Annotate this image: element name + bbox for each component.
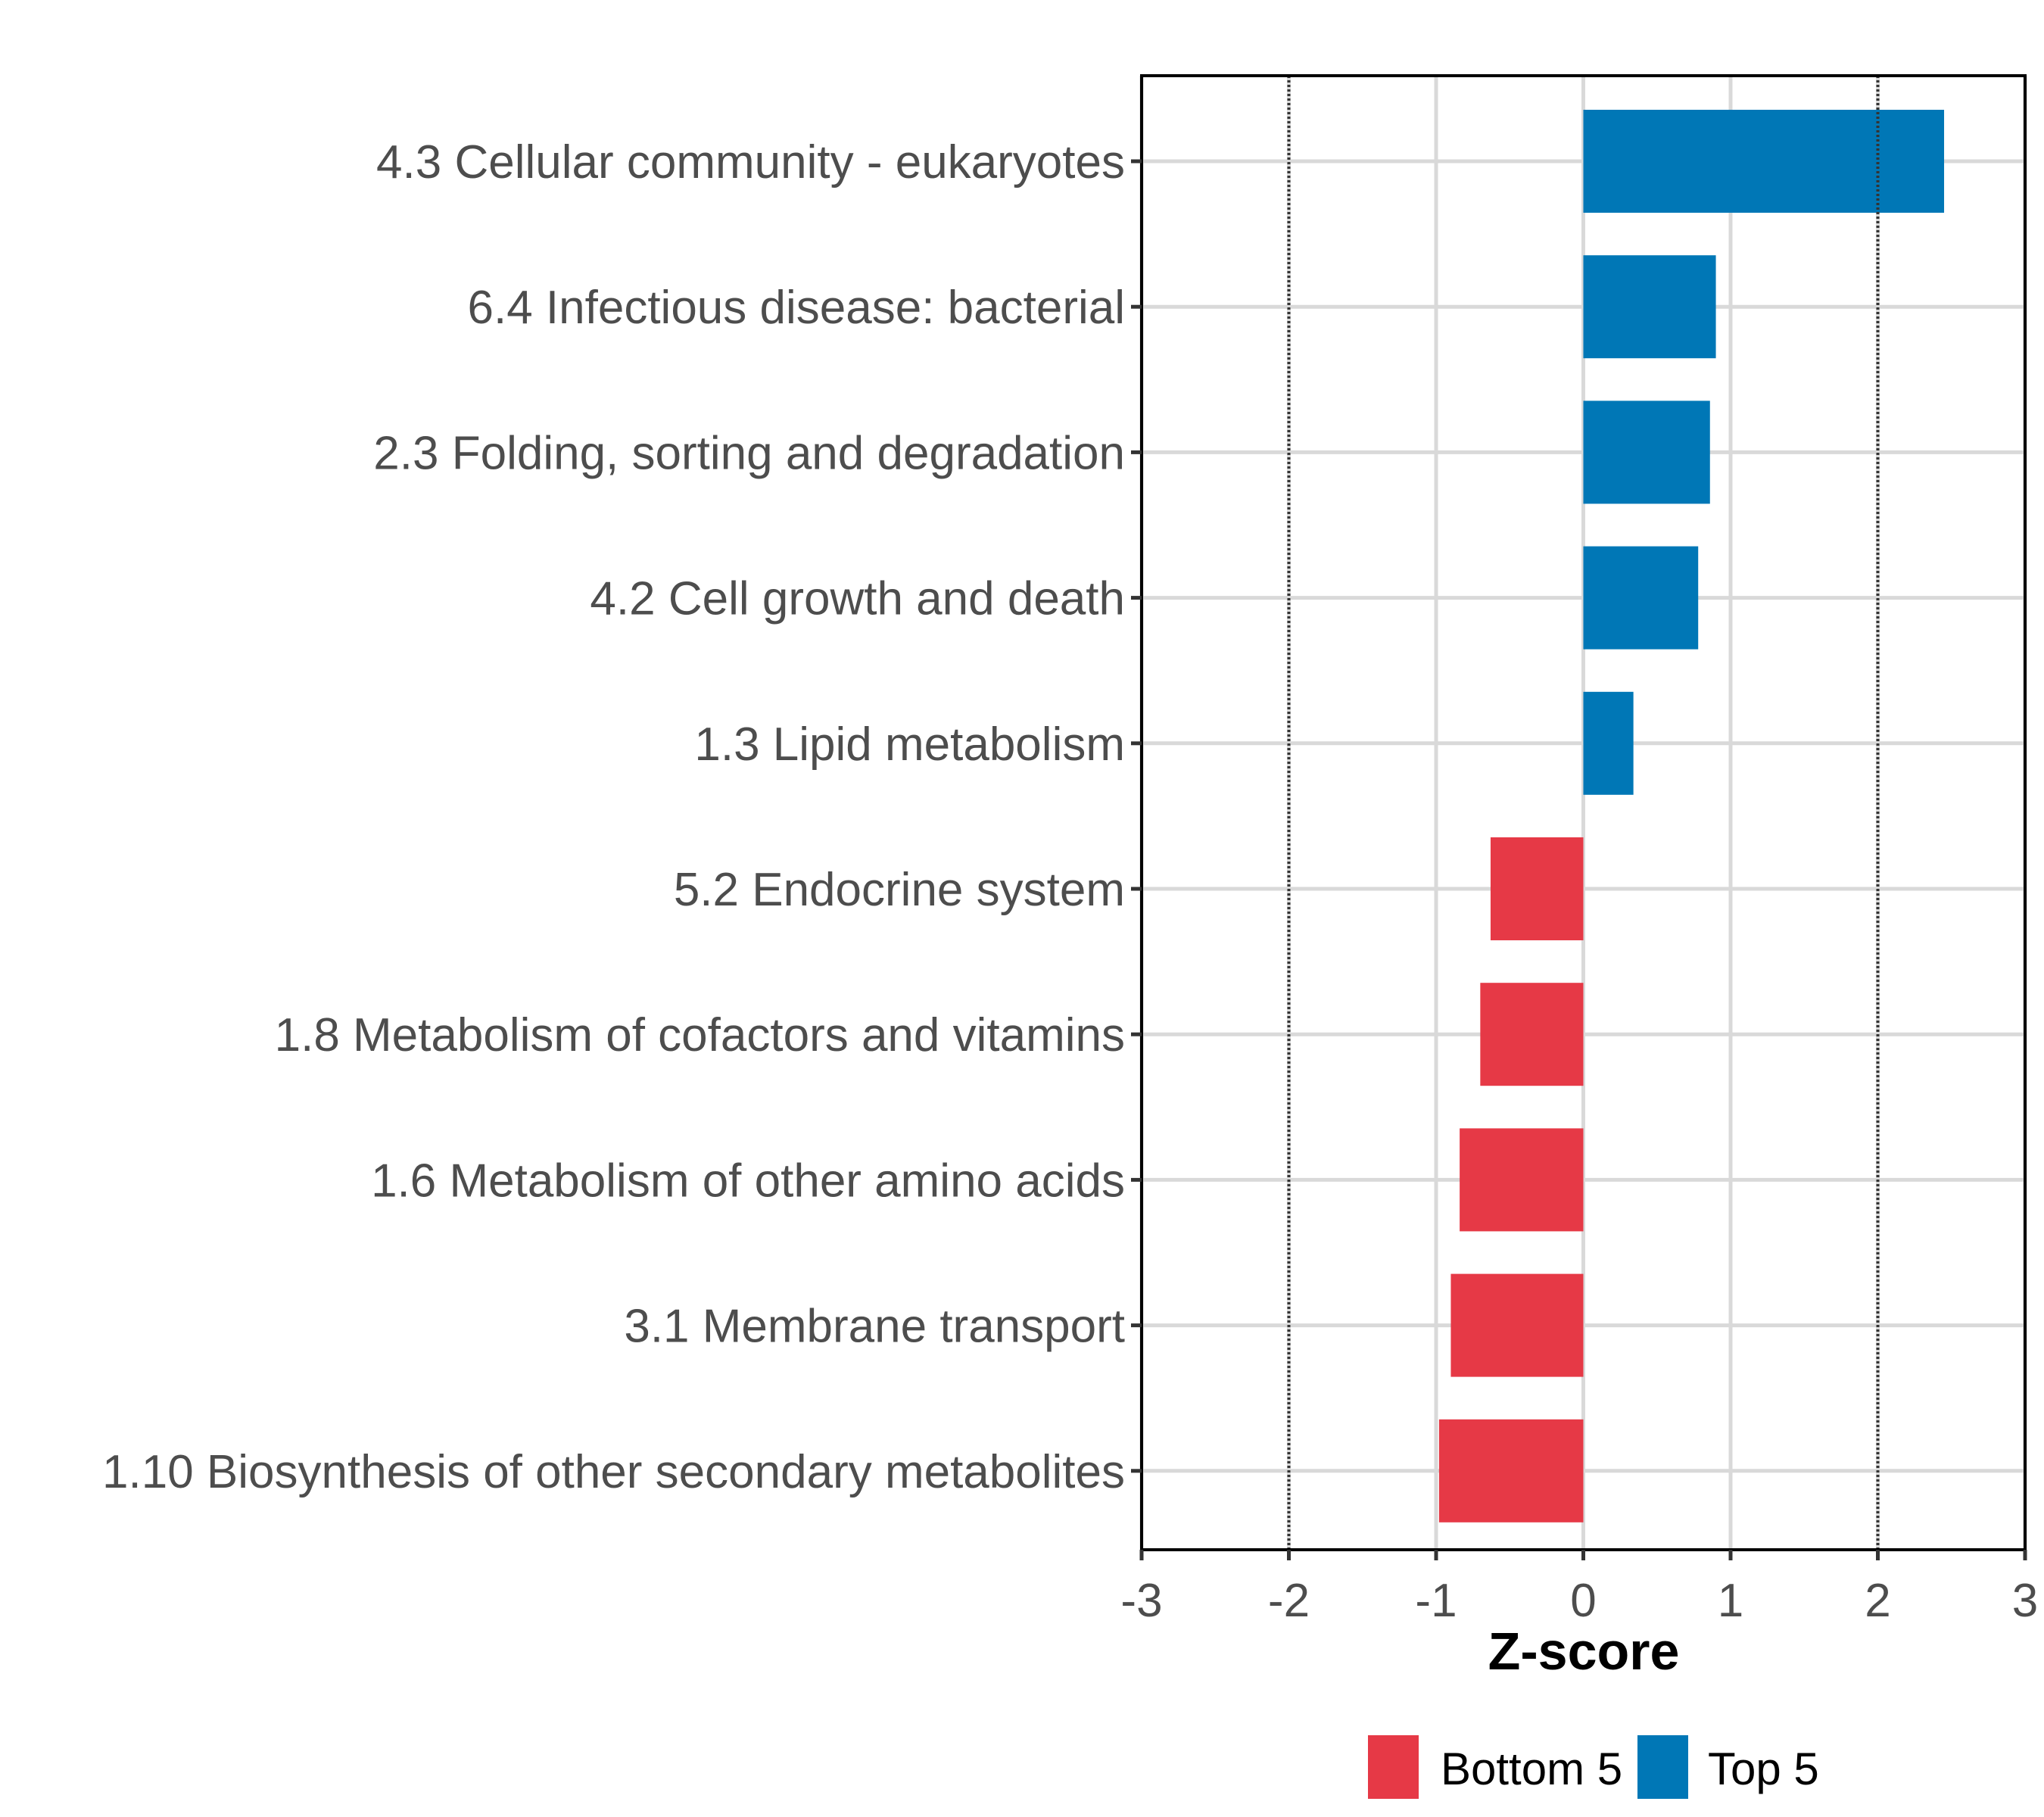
reference-lines bbox=[1287, 76, 1880, 1550]
y-tick-label: 5.2 Endocrine system bbox=[674, 864, 1125, 916]
x-tick-label: -2 bbox=[1268, 1575, 1310, 1627]
bar bbox=[1460, 1128, 1584, 1232]
y-tick-label: 1.8 Metabolism of cofactors and vitamins bbox=[275, 1009, 1125, 1061]
y-tick-label: 1.10 Biosynthesis of other secondary met… bbox=[102, 1446, 1125, 1498]
x-tick-label: -1 bbox=[1415, 1575, 1457, 1627]
bar bbox=[1438, 1419, 1584, 1522]
y-tick-label: 1.3 Lipid metabolism bbox=[694, 718, 1125, 771]
bar bbox=[1583, 110, 1945, 213]
y-tick-label: 4.2 Cell growth and death bbox=[590, 573, 1125, 625]
bar bbox=[1490, 837, 1584, 940]
y-axis-labels: 4.3 Cellular community - eukaryotes 6.4 I… bbox=[102, 136, 1125, 1498]
legend-label-bottom-5: Bottom 5 bbox=[1441, 1744, 1622, 1794]
x-tick-label: 1 bbox=[1718, 1575, 1743, 1627]
x-axis-ticks bbox=[1139, 1550, 2027, 1560]
legend: Bottom 5 Top 5 bbox=[1368, 1735, 1819, 1799]
x-axis-labels: -3 -2 -1 0 1 2 3 bbox=[1120, 1575, 2038, 1627]
y-axis-ticks bbox=[1131, 159, 1142, 1473]
x-tick-label: -3 bbox=[1120, 1575, 1162, 1627]
bars bbox=[1438, 110, 1945, 1522]
bar bbox=[1583, 546, 1699, 650]
x-tick-label: 0 bbox=[1570, 1575, 1596, 1627]
legend-label-top-5: Top 5 bbox=[1708, 1744, 1819, 1794]
x-tick-label: 2 bbox=[1865, 1575, 1890, 1627]
y-tick-label: 3.1 Membrane transport bbox=[624, 1301, 1125, 1353]
bar bbox=[1583, 255, 1716, 359]
legend-key-bottom-5 bbox=[1368, 1735, 1419, 1799]
x-tick-label: 3 bbox=[2012, 1575, 2038, 1627]
bar bbox=[1583, 400, 1710, 504]
y-tick-label: 6.4 Infectious disease: bacterial bbox=[467, 282, 1125, 334]
legend-key-top-5 bbox=[1637, 1735, 1688, 1799]
y-tick-label: 2.3 Folding, sorting and degradation bbox=[373, 427, 1125, 479]
bar bbox=[1583, 691, 1634, 795]
bar bbox=[1450, 1273, 1584, 1377]
y-tick-label: 4.3 Cellular community - eukaryotes bbox=[376, 136, 1125, 189]
x-axis-title: Z-score bbox=[1488, 1622, 1680, 1681]
y-tick-label: 1.6 Metabolism of other amino acids bbox=[371, 1155, 1125, 1207]
bar bbox=[1480, 983, 1584, 1086]
